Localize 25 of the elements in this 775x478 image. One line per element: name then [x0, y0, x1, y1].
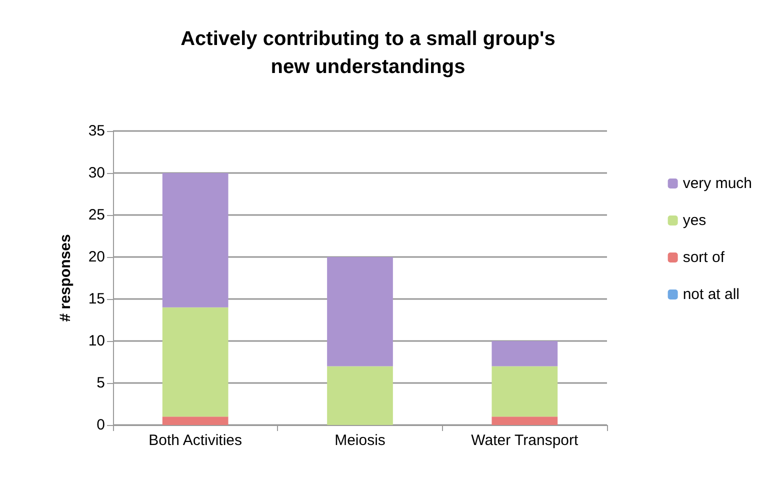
chart-title: Actively contributing to a small group's new understandings [180, 28, 556, 78]
y-tick-label: 0 [96, 416, 105, 434]
legend-label: very much [682, 175, 752, 192]
x-tick-label: Both Activities [148, 432, 242, 449]
y-tick-label: 20 [88, 248, 105, 266]
y-axis-title: # responses [57, 234, 74, 322]
bar [492, 416, 558, 425]
bar [162, 416, 228, 425]
bar [492, 366, 558, 417]
legend-label: not at all [682, 286, 740, 303]
y-tick-label: 25 [88, 206, 105, 224]
y-tick-label: 10 [88, 332, 105, 350]
legend-label: sort of [682, 249, 726, 266]
legend-label: yes [682, 212, 706, 229]
y-tick-label: 15 [88, 290, 105, 308]
x-tick-label: Meiosis [334, 432, 386, 449]
bar [327, 366, 393, 425]
bar [327, 257, 393, 366]
y-tick-label: 35 [88, 122, 105, 140]
y-tick-label: 5 [96, 374, 105, 392]
bar [162, 307, 228, 417]
x-tick-label: Water Transport [471, 432, 579, 449]
bar [492, 341, 558, 366]
y-tick-label: 30 [88, 164, 105, 182]
bar [162, 173, 228, 308]
